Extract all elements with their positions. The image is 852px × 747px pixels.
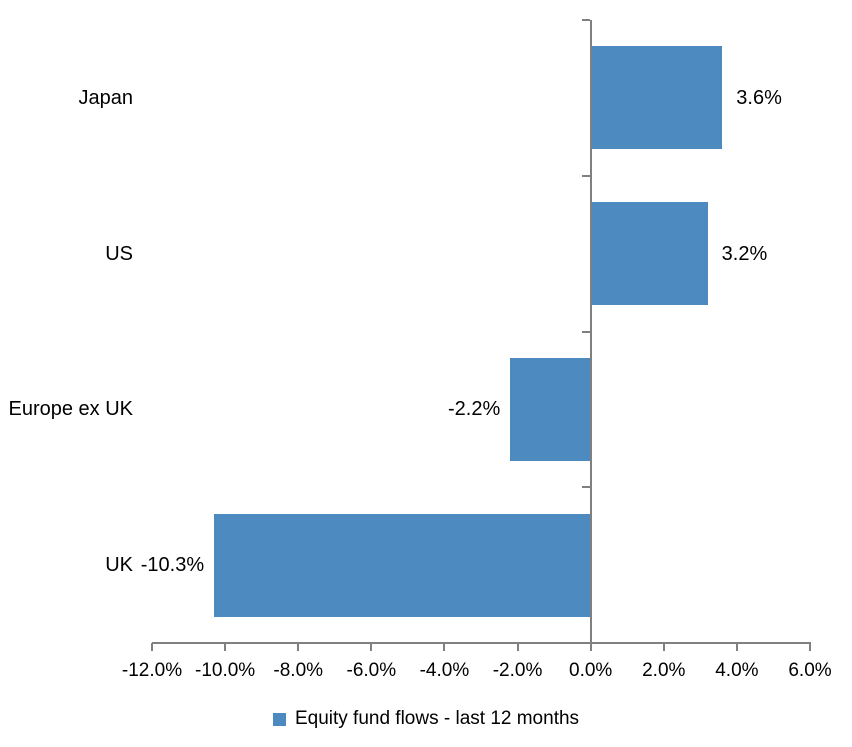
x-axis-tick (735, 643, 738, 651)
y-axis-line (589, 20, 592, 643)
category-label-us: US (105, 242, 133, 265)
y-axis-tick (581, 174, 590, 177)
bar-uk (214, 513, 591, 617)
bar-europe-ex-uk (510, 357, 591, 461)
x-axis-tick-label: -4.0% (419, 660, 470, 681)
x-axis-line (152, 642, 811, 644)
category-label-uk: UK (105, 554, 133, 577)
x-axis-tick (370, 643, 373, 651)
x-axis-tick (443, 643, 446, 651)
y-axis-tick (581, 19, 590, 21)
bar-japan (590, 46, 723, 150)
x-axis-tick-label: -12.0% (121, 660, 183, 681)
x-axis-tick (662, 643, 665, 651)
legend-series-marker-icon (272, 712, 286, 726)
x-axis-tick-label: -10.0% (195, 660, 256, 681)
value-label-uk: -10.3% (140, 554, 205, 577)
x-axis-tick-label: -8.0% (273, 660, 324, 681)
category-label-japan: Japan (78, 86, 134, 109)
y-axis-tick (581, 486, 590, 489)
x-axis-tick (151, 643, 153, 651)
value-label-us: 3.2% (721, 242, 768, 265)
legend-label: Equity fund flows - last 12 months (294, 708, 580, 729)
x-axis-tick-label: 4.0% (715, 660, 759, 681)
x-axis-tick-label: 0.0% (569, 660, 613, 681)
x-axis-tick (224, 643, 227, 651)
x-axis-tick (516, 643, 519, 651)
x-axis-tick (809, 643, 811, 651)
value-label-europe-ex-uk: -2.2% (447, 398, 501, 421)
category-label-europe-ex-uk: Europe ex UK (8, 398, 133, 421)
legend: Equity fund flows - last 12 months (0, 706, 852, 732)
bar-us (590, 202, 708, 306)
y-axis-tick (581, 330, 590, 333)
value-label-japan: 3.6% (736, 86, 782, 109)
x-axis-tick-label: 6.0% (788, 660, 832, 681)
x-axis-tick-label: -6.0% (346, 660, 397, 681)
x-axis-tick-label: 2.0% (642, 660, 686, 681)
x-axis-tick (297, 643, 300, 651)
x-axis-tick (589, 643, 592, 651)
x-axis-tick-label: -2.0% (492, 660, 543, 681)
